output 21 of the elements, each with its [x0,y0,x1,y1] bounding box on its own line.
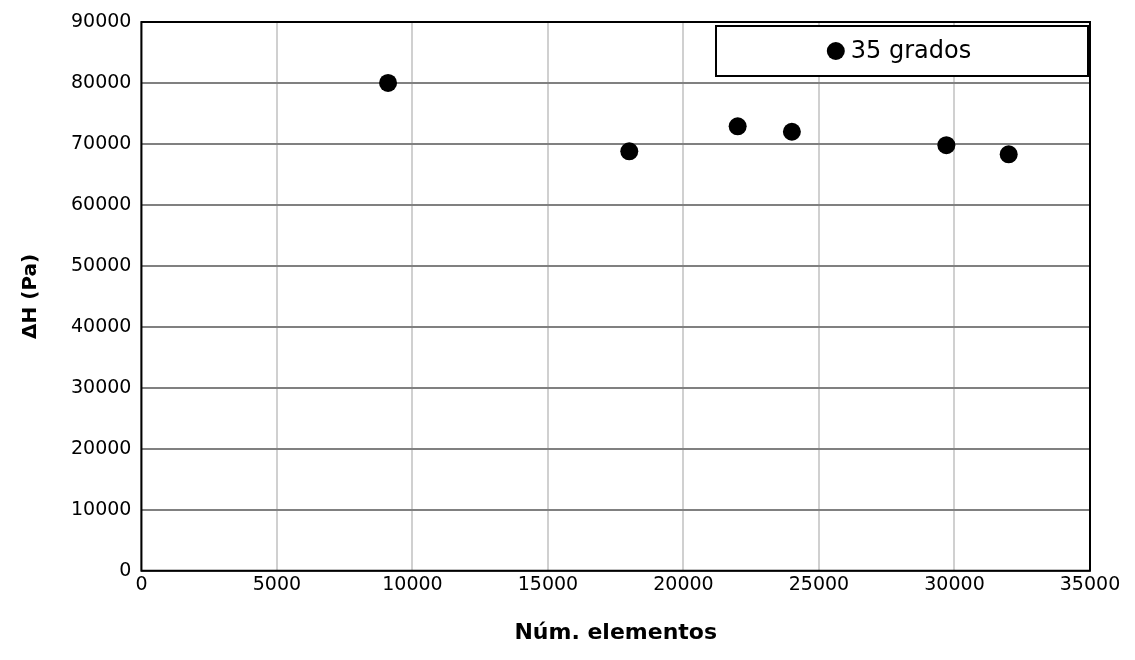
y-tick-label: 90000 [70,8,132,31]
x-tick-label: 10000 [382,572,443,595]
y-tick-label: 0 [119,557,132,580]
y-tick-label: 10000 [70,496,132,519]
y-tick-label: 30000 [70,374,132,397]
y-tick-label: 50000 [70,252,132,275]
y-axis-title: ΔH (Pa) [17,253,42,339]
x-axis-title: Núm. elementos [514,618,718,644]
x-tick-label: 5000 [252,572,302,595]
y-tick-label: 80000 [70,69,132,92]
x-tick-label: 20000 [653,572,714,595]
y-tick-label: 70000 [70,130,132,153]
x-tick-label: 15000 [517,572,579,595]
x-tick-label: 0 [135,572,148,595]
y-tick-label: 20000 [70,435,132,458]
x-tick-label: 30000 [924,572,985,595]
x-tick-label: 35000 [1059,572,1121,595]
legend-label: 35 grados [850,36,972,65]
y-tick-label: 60000 [70,191,132,214]
x-tick-label: 25000 [788,572,850,595]
y-tick-label: 40000 [70,313,132,336]
